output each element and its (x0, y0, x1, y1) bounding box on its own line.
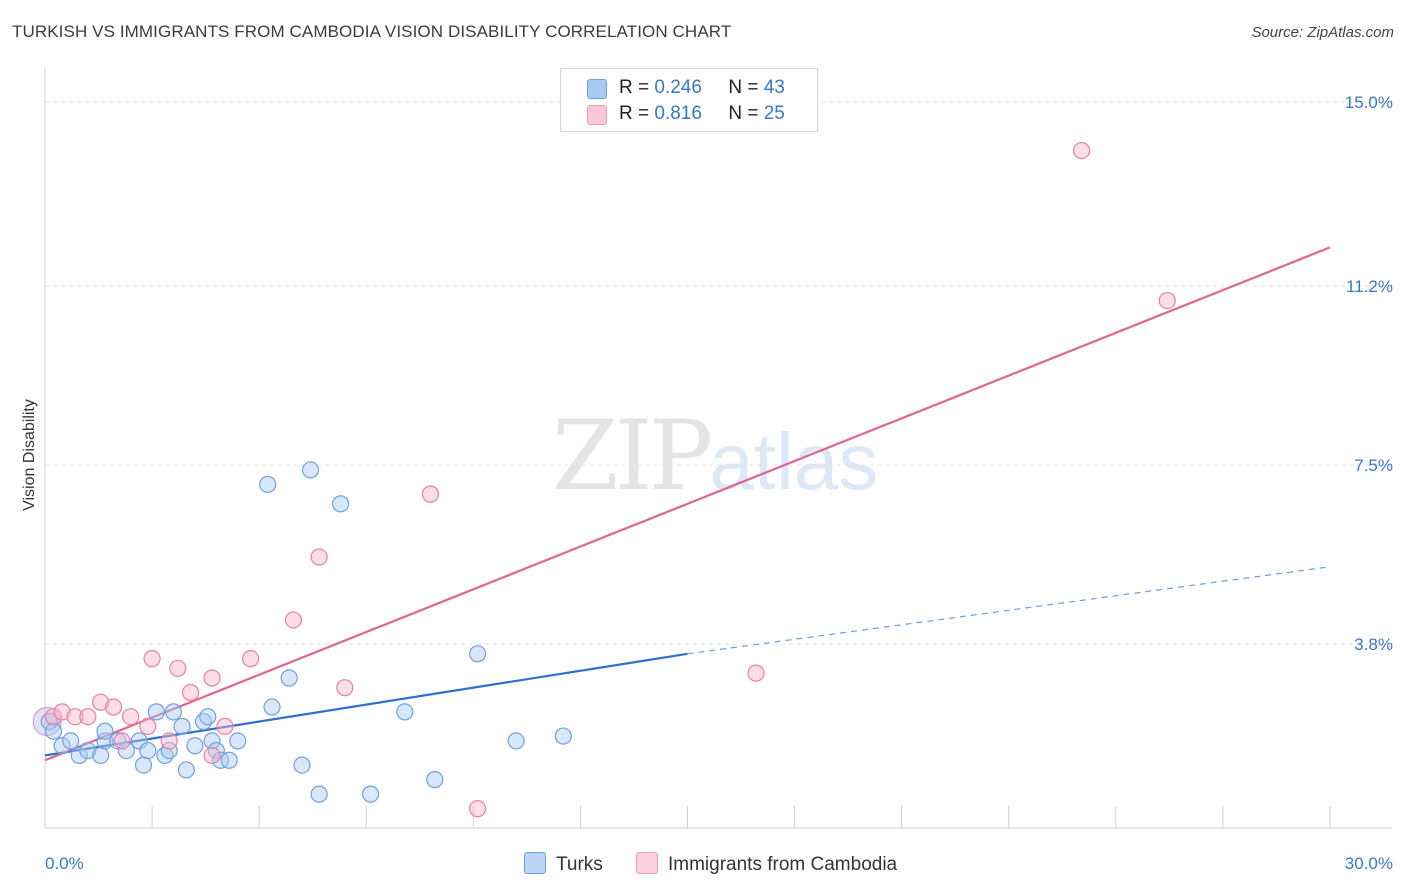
trend-line-turks-extension (687, 566, 1331, 655)
chart-title: TURKISH VS IMMIGRANTS FROM CAMBODIA VISI… (12, 22, 732, 41)
data-point (259, 475, 277, 494)
trend-lines (44, 246, 1331, 762)
correlation-legend: R = 0.246 N = 43 R = 0.816 N = 25 (560, 68, 818, 132)
data-point (229, 732, 247, 750)
grid-lines (45, 101, 1392, 645)
data-point (426, 771, 444, 789)
trend-line-cambodia (44, 246, 1331, 762)
data-point (104, 698, 123, 716)
y-axis-label: Vision Disability (21, 399, 38, 511)
legend-n-value: 43 (763, 77, 785, 98)
data-point (53, 703, 71, 721)
data-point (396, 703, 414, 721)
data-point (216, 717, 234, 735)
data-point (242, 650, 260, 668)
data-point (1072, 141, 1091, 160)
data-point (199, 708, 217, 726)
legend-r-value: 0.246 (654, 77, 702, 98)
data-point (147, 703, 165, 721)
legend-n-label: N = (728, 77, 759, 98)
data-point (70, 746, 88, 765)
legend-r-label: R = (619, 77, 650, 98)
legend-r-value: 0.816 (654, 103, 702, 124)
tick-labels: 3.8% 7.5% 11.2% 15.0% 0.0% 30.0% (45, 93, 1393, 873)
data-point (747, 664, 765, 682)
data-point (173, 717, 191, 735)
data-point (301, 461, 320, 479)
data-points (32, 141, 1176, 818)
data-point (160, 732, 178, 750)
x-tick-label: 0.0% (45, 854, 84, 873)
data-point (79, 708, 97, 726)
data-point (186, 737, 204, 755)
data-point (263, 698, 281, 716)
data-point (336, 679, 354, 697)
data-point (44, 722, 63, 740)
data-point (92, 693, 110, 711)
bottom-legend-swatch-cambodia (636, 852, 658, 874)
data-point (1158, 291, 1176, 310)
bottom-legend-cambodia: Immigrants from Cambodia (636, 852, 897, 876)
data-point (109, 732, 127, 750)
bottom-legend-label-cambodia: Immigrants from Cambodia (668, 854, 898, 875)
data-point (203, 732, 221, 750)
data-point (469, 645, 487, 663)
data-point (220, 751, 238, 769)
data-point (62, 732, 80, 750)
data-point (96, 732, 114, 750)
source-label: Source: ZipAtlas.com (1251, 24, 1394, 41)
axes (44, 68, 1392, 829)
data-point (130, 732, 148, 750)
data-point (96, 722, 114, 740)
legend-n-value: 25 (763, 103, 785, 124)
legend-n-label: N = (728, 103, 759, 124)
data-point (160, 741, 178, 760)
data-point (203, 746, 221, 765)
data-point (44, 708, 63, 726)
data-point (92, 746, 110, 765)
bottom-legend-swatch-turks (524, 852, 546, 874)
y-tick-label: 7.5% (1354, 456, 1393, 475)
data-point (554, 727, 572, 745)
data-point (280, 669, 298, 687)
watermark: ZIPatlas (552, 400, 878, 512)
y-tick-label: 11.2% (1346, 277, 1393, 296)
data-point (134, 756, 153, 774)
data-point (310, 548, 328, 566)
legend-r-label: R = (619, 103, 650, 124)
watermark-zip: ZIP (552, 400, 713, 512)
data-point (507, 732, 525, 750)
data-point (143, 650, 161, 668)
trend-line-turks (44, 652, 688, 757)
data-point (310, 785, 328, 803)
data-point (139, 717, 157, 735)
data-point (66, 708, 84, 726)
bottom-legend-label-turks: Turks (556, 854, 603, 875)
data-point (53, 737, 71, 755)
data-point (164, 703, 183, 721)
data-point (182, 683, 200, 702)
legend-swatch-cambodia (587, 105, 607, 125)
data-point (79, 741, 97, 760)
data-point (113, 732, 131, 750)
y-tick-label: 15.0% (1345, 93, 1393, 112)
legend-swatch-turks (587, 79, 607, 99)
data-point (293, 756, 311, 774)
data-point (284, 611, 303, 629)
data-point (331, 495, 350, 513)
data-point (469, 800, 487, 818)
x-tick-label: 30.0% (1345, 854, 1393, 873)
data-point (122, 708, 140, 726)
bottom-legend-turks: Turks (524, 852, 603, 876)
data-point (139, 741, 157, 760)
data-point (361, 785, 380, 803)
y-tick-label: 3.8% (1354, 635, 1393, 654)
data-point (177, 761, 195, 779)
data-point (421, 485, 440, 503)
data-point (117, 741, 135, 760)
data-point (169, 659, 187, 677)
data-point (203, 669, 221, 687)
